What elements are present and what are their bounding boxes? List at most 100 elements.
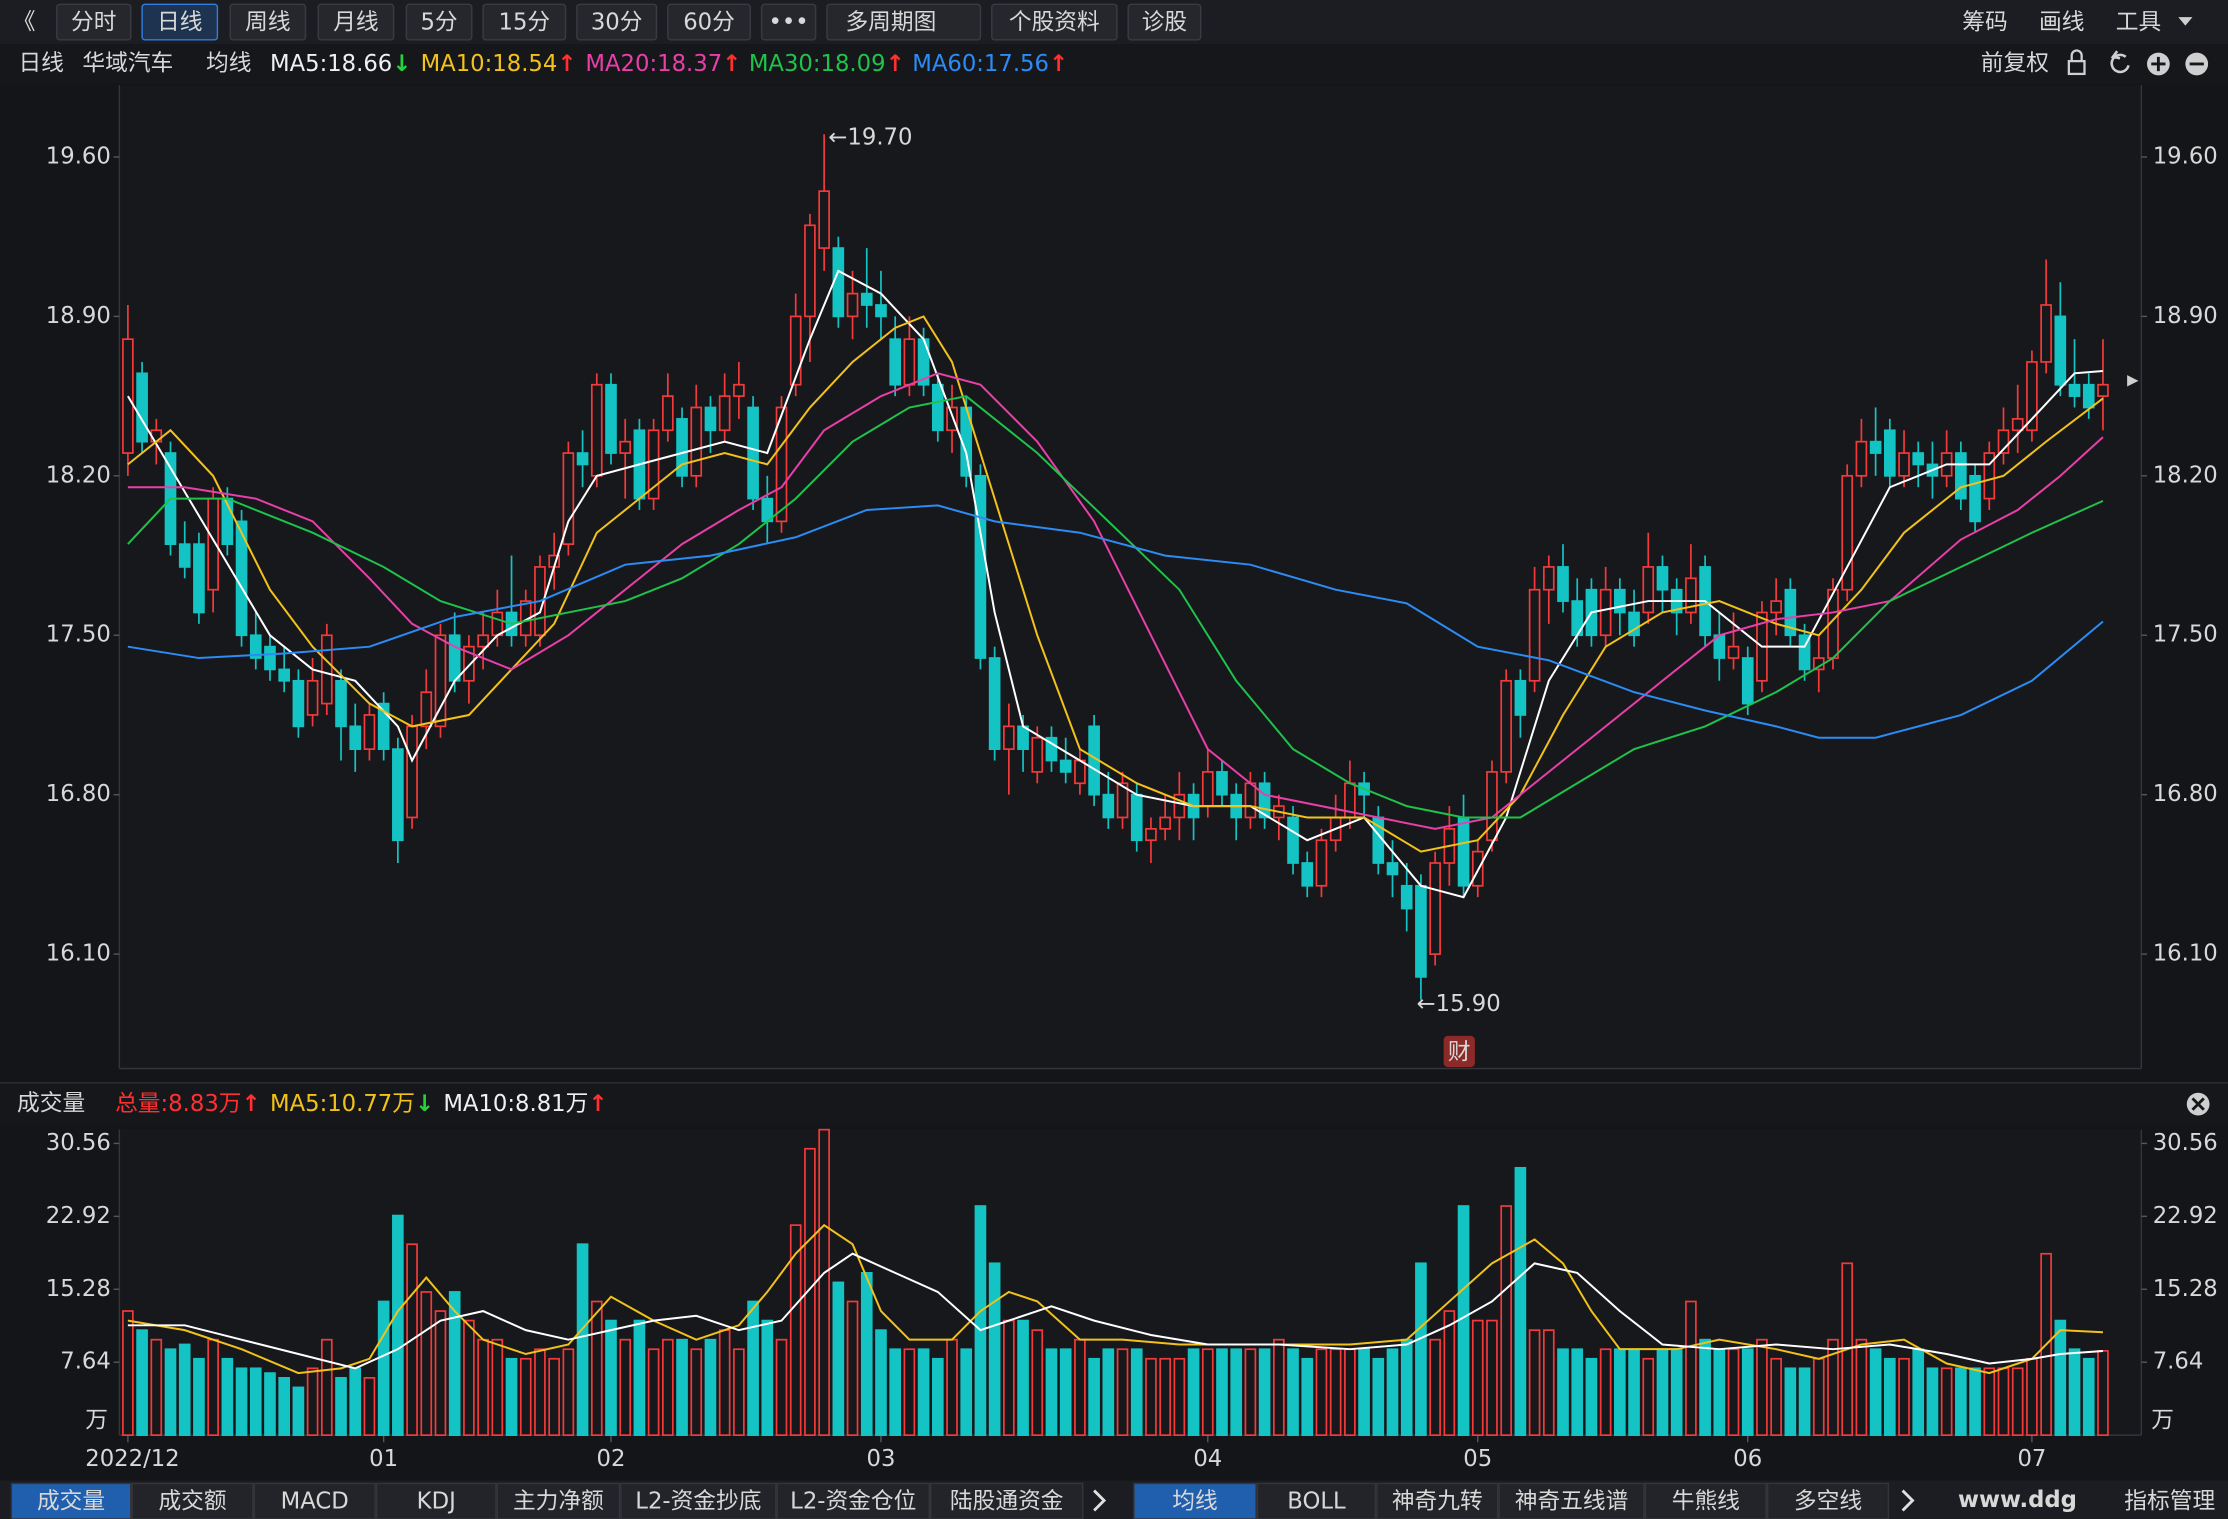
overlay-tab-label[interactable]: BOLL [1287, 1488, 1346, 1514]
toolbar-button[interactable] [576, 3, 658, 41]
indicator-tab[interactable] [131, 1482, 254, 1519]
toolbar-button[interactable] [1127, 3, 1202, 41]
toolbar-right-label[interactable]: 画线 [2039, 9, 2084, 35]
candle-body [392, 748, 404, 842]
lock-icon[interactable] [2067, 59, 2086, 76]
toolbar-button[interactable] [229, 3, 307, 41]
undo-icon[interactable] [2110, 50, 2130, 74]
volume-bar [619, 1338, 632, 1436]
volume-bar [1855, 1338, 1868, 1436]
indicator-tab-label[interactable]: 陆股通资金 [950, 1488, 1064, 1514]
volume-bar [491, 1338, 504, 1436]
volume-bar [221, 1357, 234, 1436]
indicator-tab[interactable] [253, 1482, 376, 1519]
indicator-tab-label[interactable]: L2-资金抄底 [635, 1488, 761, 1514]
tabs-next[interactable] [1901, 1489, 1915, 1512]
indicator-tab-label[interactable]: MACD [281, 1488, 349, 1514]
toolbar-label[interactable]: 个股资料 [1009, 9, 1100, 35]
toolbar-right-label[interactable]: 工具 [2116, 9, 2161, 35]
overlay-tab-label[interactable]: 均线 [1172, 1488, 1217, 1514]
toolbar-label[interactable]: 60分 [683, 9, 735, 35]
toolbar-button[interactable] [405, 3, 473, 41]
overlay-tab-label[interactable]: 神奇五线谱 [1515, 1488, 1629, 1514]
toolbar-button[interactable] [760, 3, 817, 41]
indicator-tab-label[interactable]: 成交额 [158, 1488, 226, 1514]
candle-body [562, 452, 575, 546]
indicator-tab-label[interactable]: 成交量 [37, 1488, 105, 1514]
legend-entry: MA5:18.66↓ [270, 50, 411, 76]
candle-body [1912, 452, 1925, 466]
overlay-tab[interactable] [1256, 1482, 1377, 1519]
volume-bar [178, 1343, 191, 1436]
toolbar-label[interactable]: 诊股 [1142, 9, 1187, 35]
overlay-tab[interactable] [1133, 1482, 1257, 1519]
toolbar-label[interactable]: 5分 [420, 9, 457, 35]
toolbar-button[interactable] [991, 3, 1118, 41]
toolbar-right-label[interactable]: 筹码 [1962, 9, 2007, 35]
indicator-tab[interactable] [929, 1482, 1084, 1519]
volume-bar [150, 1338, 163, 1436]
candle-body [1898, 452, 1910, 477]
y-tick-label-right: 16.80 [2153, 781, 2218, 807]
toolbar-label[interactable]: ••• [769, 9, 809, 35]
toolbar-label[interactable]: 30分 [591, 9, 643, 35]
legend-entry: MA10:18.54↑ [421, 50, 577, 76]
toolbar-label[interactable]: 月线 [333, 9, 378, 35]
header-bg [0, 44, 2228, 84]
toolbar-button[interactable] [56, 3, 132, 41]
toolbar-label[interactable]: 15分 [498, 9, 550, 35]
volume-bar [1159, 1357, 1171, 1436]
volume-bar [1173, 1357, 1186, 1436]
y-tick-label: 22.92 [46, 1203, 111, 1229]
indicator-tab[interactable] [620, 1482, 777, 1519]
candle-body [704, 406, 717, 432]
candle-body [647, 429, 660, 500]
indicator-tab-label[interactable]: L2-资金仓位 [790, 1488, 916, 1514]
toolbar-button[interactable] [667, 3, 751, 41]
manage-tab-label[interactable]: 指标管理 [2124, 1488, 2215, 1514]
volume-bar [1031, 1329, 1044, 1436]
volume-bar [733, 1348, 745, 1436]
toolbar-label[interactable]: 日线 [157, 9, 202, 35]
volume-bar [1585, 1357, 1598, 1436]
low-annotation: ←15.90 [1417, 991, 1501, 1017]
volume-bar [1102, 1348, 1115, 1436]
candle-body [1955, 452, 1967, 500]
candle-body [1003, 725, 1015, 750]
overlay-tab[interactable] [1376, 1482, 1499, 1519]
volume-header-bg [0, 1082, 2228, 1126]
candle-body [193, 543, 205, 614]
candle-body [804, 224, 816, 318]
indicator-tab-label[interactable]: KDJ [417, 1488, 456, 1514]
indicator-tab-label[interactable]: 主力净额 [513, 1488, 604, 1514]
legend-arrow: ↑ [557, 50, 576, 76]
overlay-tab-label[interactable]: 牛熊线 [1672, 1488, 1740, 1514]
overlay-tab-label[interactable]: 神奇九转 [1392, 1488, 1483, 1514]
legend-label: MA60:17.56 [912, 50, 1049, 76]
toolbar-label[interactable]: 多周期图 [845, 9, 936, 35]
volume-bar [1926, 1367, 1939, 1436]
overlay-tab-label[interactable]: 多空线 [1794, 1488, 1862, 1514]
x-tick-label: 2022/12 [85, 1446, 179, 1472]
overlay-tab[interactable] [1644, 1482, 1767, 1519]
y-tick-label-right: 19.60 [2153, 143, 2218, 169]
toolbar-label[interactable]: 周线 [245, 9, 290, 35]
adjust-label[interactable]: 前复权 [1981, 50, 2049, 76]
toolbar-button[interactable] [482, 3, 567, 41]
volume-bar [988, 1262, 1001, 1436]
toolbar-button[interactable] [317, 3, 395, 41]
toolbar-button[interactable] [826, 3, 982, 41]
volume-bar [292, 1386, 305, 1436]
tabs-next[interactable] [1093, 1489, 1107, 1512]
toolbar-button[interactable] [141, 3, 219, 41]
indicator-tab[interactable] [776, 1482, 930, 1519]
toolbar-label[interactable]: 《 [13, 9, 36, 35]
legend-label: MA10:18.54 [421, 50, 558, 76]
price-marker [2127, 375, 2139, 387]
toolbar-label[interactable]: 分时 [71, 9, 116, 35]
volume-bar [1699, 1338, 1711, 1436]
volume-bar [605, 1319, 617, 1436]
zoom-in-icon [2151, 56, 2166, 72]
volume-bar [889, 1348, 902, 1436]
candle-body [2011, 418, 2024, 432]
